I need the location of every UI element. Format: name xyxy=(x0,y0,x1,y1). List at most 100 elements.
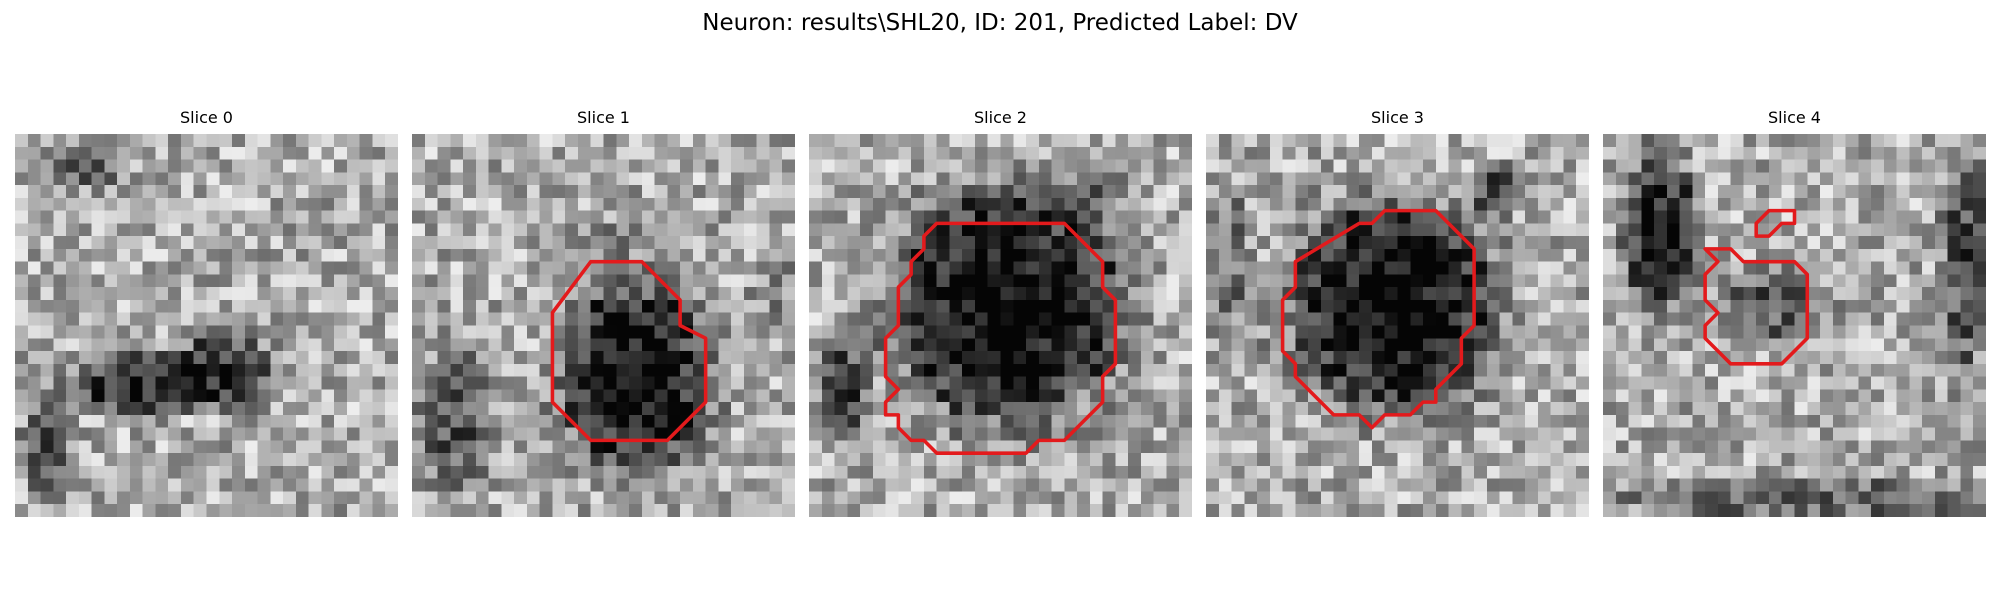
pixel xyxy=(1359,478,1373,492)
pixel xyxy=(565,440,579,454)
pixel xyxy=(1026,453,1040,467)
pixel xyxy=(1051,236,1065,250)
pixel xyxy=(616,465,630,479)
pixel xyxy=(104,210,118,224)
pixel xyxy=(27,287,41,301)
pixel xyxy=(974,338,988,352)
pixel xyxy=(334,223,348,237)
pixel xyxy=(1679,287,1693,301)
pixel xyxy=(718,427,732,441)
pixel xyxy=(78,312,92,326)
pixel xyxy=(1423,172,1437,186)
pixel xyxy=(1603,504,1617,517)
pixel xyxy=(1320,185,1334,199)
pixel xyxy=(641,146,655,160)
pixel xyxy=(1000,427,1014,441)
pixel xyxy=(1333,185,1347,199)
pixel xyxy=(1705,236,1719,250)
pixel xyxy=(860,376,874,390)
pixel xyxy=(1077,312,1091,326)
pixel xyxy=(321,274,335,288)
pixel xyxy=(1973,261,1986,275)
pixel xyxy=(1179,274,1192,288)
pixel xyxy=(257,325,271,339)
pixel xyxy=(283,414,297,428)
pixel xyxy=(1563,338,1577,352)
pixel xyxy=(1384,197,1398,211)
pixel xyxy=(590,172,604,186)
pixel xyxy=(193,491,207,505)
pixel xyxy=(40,376,54,390)
pixel xyxy=(1756,146,1770,160)
pixel xyxy=(756,453,770,467)
pixel xyxy=(257,223,271,237)
pixel xyxy=(847,274,861,288)
pixel xyxy=(1960,325,1974,339)
pixel xyxy=(283,248,297,262)
pixel xyxy=(1692,376,1706,390)
pixel xyxy=(872,236,886,250)
pixel xyxy=(359,146,373,160)
pixel xyxy=(334,261,348,275)
pixel xyxy=(1883,440,1897,454)
pixel xyxy=(680,274,694,288)
pixel xyxy=(1628,274,1642,288)
pixel xyxy=(1641,159,1655,173)
pixel xyxy=(936,453,950,467)
pixel xyxy=(782,351,795,365)
pixel xyxy=(885,427,899,441)
pixel xyxy=(1102,159,1116,173)
pixel xyxy=(244,197,258,211)
pixel xyxy=(1308,465,1322,479)
pixel xyxy=(1743,299,1757,313)
pixel xyxy=(629,402,643,416)
pixel xyxy=(974,197,988,211)
pixel xyxy=(488,134,502,148)
pixel xyxy=(450,453,464,467)
pixel xyxy=(1051,299,1065,313)
pixel xyxy=(860,210,874,224)
pixel xyxy=(295,465,309,479)
pixel xyxy=(501,299,515,313)
pixel xyxy=(1486,261,1500,275)
pixel xyxy=(1756,197,1770,211)
pixel xyxy=(1371,248,1385,262)
pixel xyxy=(1871,363,1885,377)
pixel xyxy=(1346,504,1360,517)
pixel xyxy=(78,299,92,313)
pixel xyxy=(834,312,848,326)
pixel xyxy=(1947,312,1961,326)
pixel xyxy=(590,223,604,237)
pixel xyxy=(1692,389,1706,403)
pixel xyxy=(1269,261,1283,275)
pixel xyxy=(1244,146,1258,160)
pixel xyxy=(987,172,1001,186)
pixel xyxy=(1295,491,1309,505)
pixel xyxy=(1563,172,1577,186)
pixel xyxy=(1679,440,1693,454)
pixel xyxy=(308,146,322,160)
pixel xyxy=(1166,440,1180,454)
pixel xyxy=(705,185,719,199)
pixel xyxy=(283,427,297,441)
pixel xyxy=(1845,159,1859,173)
pixel xyxy=(603,236,617,250)
pixel xyxy=(718,440,732,454)
pixel xyxy=(1295,134,1309,148)
pixel xyxy=(359,414,373,428)
pixel xyxy=(526,223,540,237)
pixel xyxy=(692,351,706,365)
pixel xyxy=(346,236,360,250)
pixel xyxy=(1730,440,1744,454)
pixel xyxy=(1269,465,1283,479)
pixel xyxy=(206,440,220,454)
pixel xyxy=(501,453,515,467)
pixel xyxy=(1333,210,1347,224)
pixel xyxy=(718,351,732,365)
pixel xyxy=(1435,427,1449,441)
pixel xyxy=(412,197,426,211)
pixel xyxy=(1832,478,1846,492)
pixel xyxy=(219,363,233,377)
pixel xyxy=(1563,312,1577,326)
pixel xyxy=(1576,146,1589,160)
